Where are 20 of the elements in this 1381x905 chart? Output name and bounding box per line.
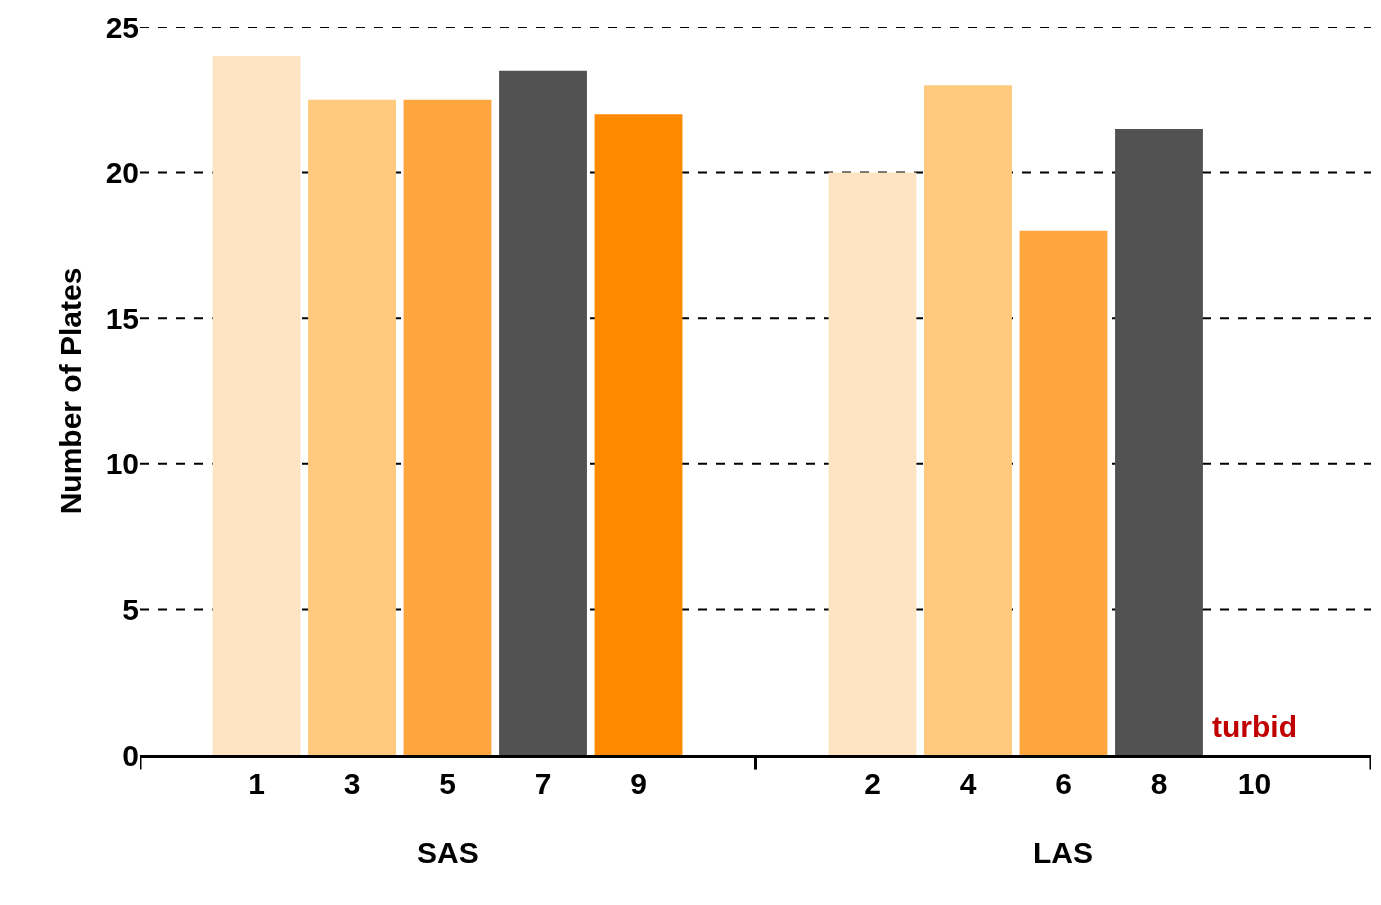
y-tick-label: 25 bbox=[105, 10, 139, 44]
y-tick-label: 10 bbox=[105, 447, 139, 481]
x-tick-label: 9 bbox=[630, 767, 647, 800]
y-tick-label: 20 bbox=[105, 156, 139, 190]
x-tick-label: 5 bbox=[439, 767, 456, 800]
y-tick-label: 5 bbox=[122, 592, 139, 626]
x-tick-label: 4 bbox=[959, 767, 977, 800]
x-tick-label: 10 bbox=[1237, 767, 1272, 800]
text: SAS bbox=[417, 836, 479, 869]
y-tick-label: 0 bbox=[122, 738, 139, 772]
x-tick-label: 3 bbox=[343, 767, 361, 800]
text: turbid bbox=[1212, 710, 1297, 743]
y-axis-title: Number of Plates bbox=[53, 267, 87, 515]
x-tick-label: 7 bbox=[534, 767, 552, 800]
text: LAS bbox=[1033, 836, 1093, 869]
x-tick-label: 2 bbox=[864, 767, 881, 800]
x-tick-label: 8 bbox=[1150, 767, 1168, 800]
y-tick-label: 15 bbox=[105, 301, 139, 335]
x-tick-label: 6 bbox=[1055, 767, 1072, 800]
x-tick-label: 1 bbox=[248, 767, 265, 800]
